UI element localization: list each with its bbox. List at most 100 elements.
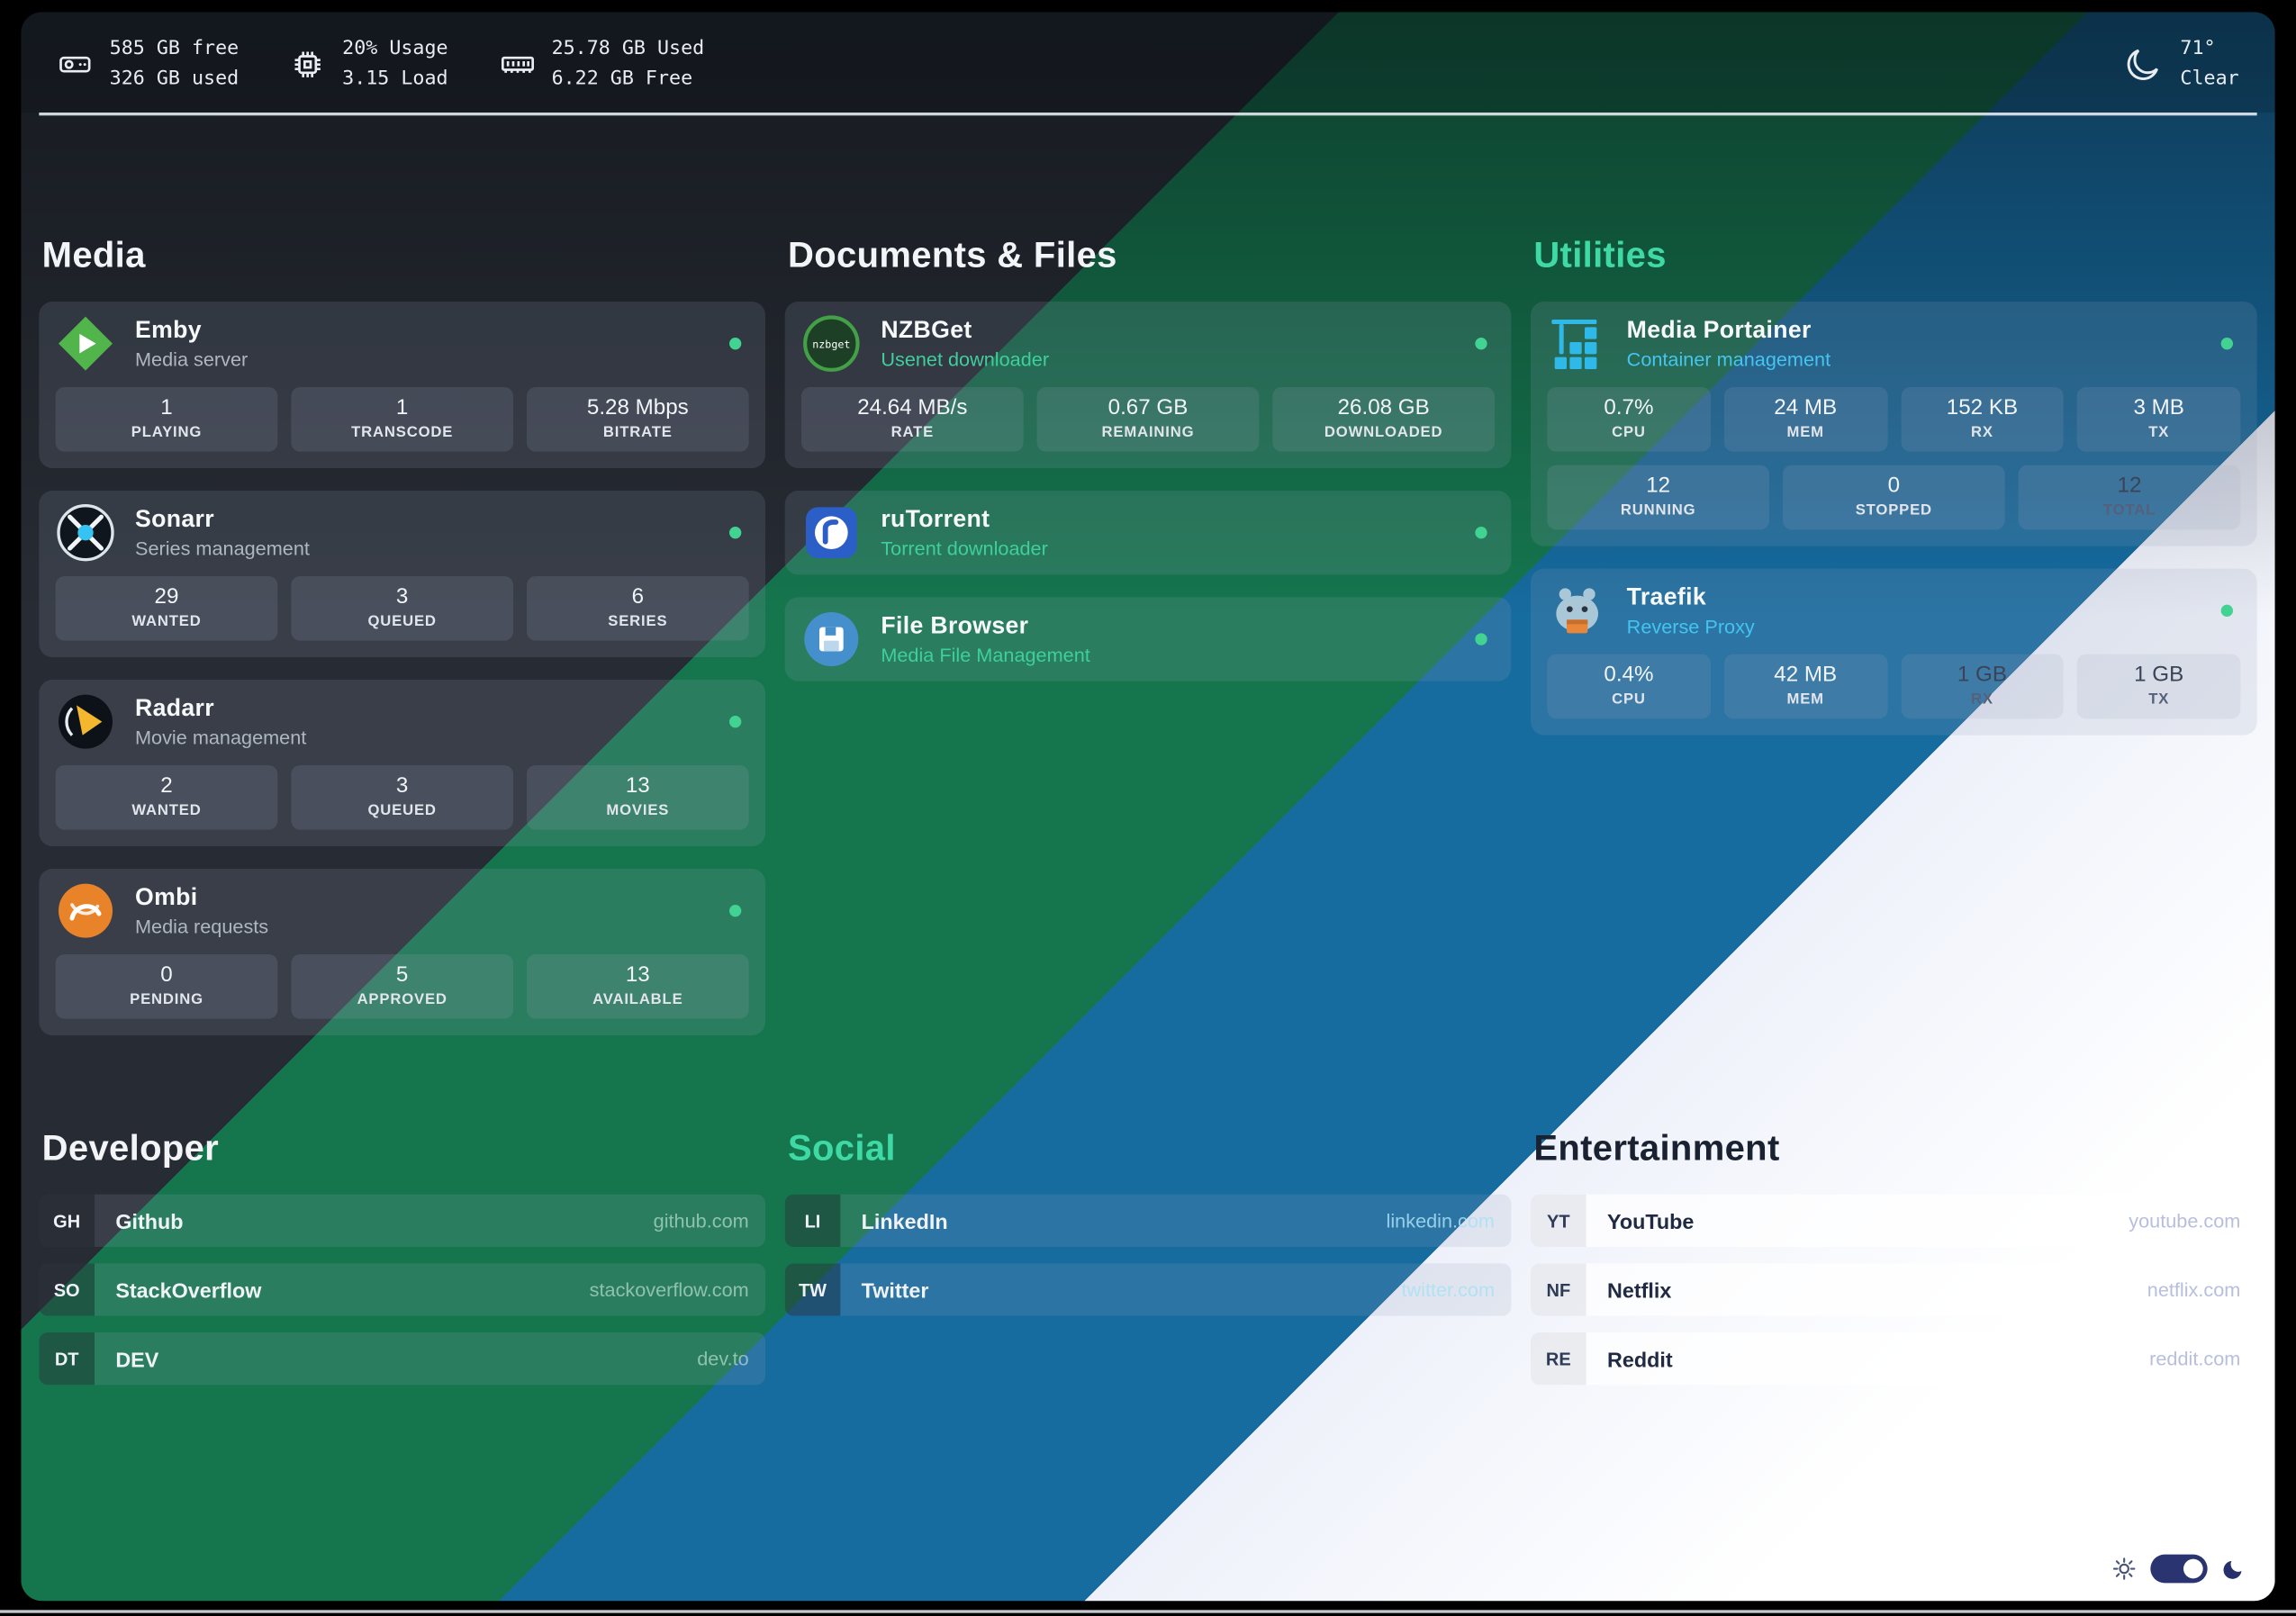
section-title-entertainment: Entertainment: [1533, 1128, 1780, 1169]
stat-queued: 3 QUEUED: [291, 765, 514, 830]
link-abbr: GH: [39, 1194, 95, 1248]
memory-stat: 25.78 GB Used 6.22 GB Free: [499, 34, 704, 93]
app-name: File Browser: [881, 612, 1029, 639]
app-card-nzbget[interactable]: nzbget NZBGet Usenet downloader 24.64 MB…: [784, 302, 1512, 469]
window-bottom-edge: [0, 1610, 2296, 1613]
status-dot: [1475, 338, 1487, 350]
stat-queued: 3 QUEUED: [291, 576, 514, 641]
app-card-traefik[interactable]: Traefik Reverse Proxy 0.4% CPU 42 MB MEM: [1531, 568, 2257, 736]
link-dev[interactable]: DT DEV dev.to: [39, 1332, 766, 1386]
app-name: Sonarr: [135, 506, 214, 532]
app-card-emby[interactable]: Emby Media server 1 PLAYING 1 TRANSCODE: [39, 302, 766, 469]
rutorrent-icon: [806, 507, 857, 559]
memory-used: 25.78 GB Used: [551, 37, 705, 60]
stat-downloaded: 26.08 GB DOWNLOADED: [1272, 387, 1496, 452]
system-stats: 585 GB free 326 GB used 20% Usage 3.15 L…: [57, 34, 704, 93]
app-stats: 0.4% CPU 42 MB MEM 1 GB RX 1 GB: [1547, 654, 2241, 719]
app-stats: 2 WANTED 3 QUEUED 13 MOVIES: [55, 765, 749, 830]
link-youtube[interactable]: YT YouTube youtube.com: [1531, 1194, 2257, 1248]
link-abbr: NF: [1531, 1263, 1586, 1316]
app-card-radarr[interactable]: Radarr Movie management 2 WANTED 3 QUEUE…: [39, 680, 766, 847]
app-card-portainer[interactable]: Media Portainer Container management 0.7…: [1531, 302, 2257, 546]
dashboard-frame: 585 GB free 326 GB used 20% Usage 3.15 L…: [21, 12, 2275, 1602]
stat-rx: 152 KB RX: [1900, 387, 2065, 452]
sun-icon[interactable]: [2111, 1556, 2137, 1581]
app-card-filebrowser[interactable]: File Browser Media File Management: [784, 597, 1512, 682]
app-stats-containers: 12 RUNNING 0 STOPPED 12 TOTAL: [1547, 465, 2241, 530]
app-stats: 0 PENDING 5 APPROVED 13 AVAILABLE: [55, 954, 749, 1019]
app-card-sonarr[interactable]: Sonarr Series management 29 WANTED 3 QUE…: [39, 491, 766, 658]
app-card-rutorrent[interactable]: ruTorrent Torrent downloader: [784, 491, 1512, 575]
link-abbr: RE: [1531, 1332, 1586, 1386]
stat-wanted: 2 WANTED: [55, 765, 278, 830]
section-title-utilities: Utilities: [1533, 235, 1667, 276]
status-dot: [1475, 527, 1487, 539]
stat-series: 6 SERIES: [527, 576, 749, 641]
weather-widget: 71° Clear: [2121, 34, 2239, 93]
stat-wanted: 29 WANTED: [55, 576, 278, 641]
link-netflix[interactable]: NF Netflix netflix.com: [1531, 1263, 2257, 1316]
weather-condition: Clear: [2180, 67, 2239, 90]
app-subtitle: Torrent downloader: [881, 536, 1048, 559]
app-stats: 0.7% CPU 24 MB MEM 152 KB RX 3 MB: [1547, 387, 2241, 452]
stat-pending: 0 PENDING: [55, 954, 278, 1019]
section-developer: Developer GH Github github.com SO StackO…: [39, 1128, 766, 1401]
status-dot: [1475, 633, 1487, 645]
app-name: Emby: [135, 317, 202, 343]
moon-icon[interactable]: [2221, 1557, 2246, 1581]
link-stackoverflow[interactable]: SO StackOverflow stackoverflow.com: [39, 1263, 766, 1316]
moon-weather-icon: [2127, 48, 2158, 80]
disk-free: 585 GB free: [109, 37, 240, 60]
memory-free: 6.22 GB Free: [551, 67, 693, 90]
stat-tx: 1 GB TX: [2077, 654, 2241, 719]
section-title-media: Media: [41, 235, 146, 276]
app-name: ruTorrent: [881, 506, 990, 532]
stat-approved: 5 APPROVED: [291, 954, 514, 1019]
stat-cpu: 0.4% CPU: [1547, 654, 1711, 719]
stat-tx: 3 MB TX: [2077, 387, 2241, 452]
stat-running: 12 RUNNING: [1547, 465, 1770, 530]
link-abbr: LI: [784, 1194, 841, 1248]
stat-remaining: 0.67 GB REMAINING: [1036, 387, 1260, 452]
sections-grid: Media Emby Media server: [21, 115, 2274, 1401]
cpu-icon: [294, 50, 321, 77]
app-name: Media Portainer: [1626, 317, 1812, 343]
stat-total: 12 TOTAL: [2018, 465, 2241, 530]
app-name: Traefik: [1626, 584, 1707, 610]
stat-mem: 24 MB MEM: [1723, 387, 1887, 452]
stat-stopped: 0 STOPPED: [1783, 465, 2005, 530]
status-dot: [729, 716, 742, 728]
status-dot: [729, 905, 742, 917]
section-documents: Documents & Files nzbget NZBGet Usenet d…: [784, 235, 1512, 1058]
disk-used: 326 GB used: [109, 67, 240, 90]
app-subtitle: Usenet downloader: [881, 347, 1050, 370]
theme-toggle-knob[interactable]: [2183, 1558, 2203, 1579]
app-card-ombi[interactable]: Ombi Media requests 0 PENDING 5 APPROVED: [39, 869, 766, 1036]
link-twitter[interactable]: TW Twitter twitter.com: [784, 1263, 1512, 1316]
app-subtitle: Movie management: [135, 725, 307, 748]
cpu-load: 3.15 Load: [342, 67, 448, 90]
cpu-usage: 20% Usage: [342, 37, 448, 60]
traefik-icon: [1556, 588, 1599, 634]
stat-cpu: 0.7% CPU: [1547, 387, 1711, 452]
link-linkedin[interactable]: LI LinkedIn linkedin.com: [784, 1194, 1512, 1248]
filebrowser-icon: [804, 612, 859, 667]
app-subtitle: Media requests: [135, 914, 269, 937]
status-dot: [2220, 338, 2234, 350]
stat-available: 13 AVAILABLE: [527, 954, 749, 1019]
app-name: Radarr: [135, 695, 214, 721]
link-reddit[interactable]: RE Reddit reddit.com: [1531, 1332, 2257, 1386]
app-subtitle: Container management: [1626, 347, 1831, 370]
link-github[interactable]: GH Github github.com: [39, 1194, 766, 1248]
topbar-divider: [39, 113, 2257, 116]
section-title-documents: Documents & Files: [788, 235, 1117, 276]
section-title-developer: Developer: [41, 1128, 220, 1169]
disk-stat: 585 GB free 326 GB used: [57, 34, 239, 93]
stat-playing: 1 PLAYING: [55, 387, 278, 452]
section-media: Media Emby Media server: [39, 235, 766, 1058]
stat-mem: 42 MB MEM: [1723, 654, 1887, 719]
theme-toggle[interactable]: [2150, 1554, 2208, 1584]
link-abbr: DT: [39, 1332, 95, 1386]
disk-icon: [59, 56, 91, 72]
app-subtitle: Media server: [135, 347, 249, 370]
